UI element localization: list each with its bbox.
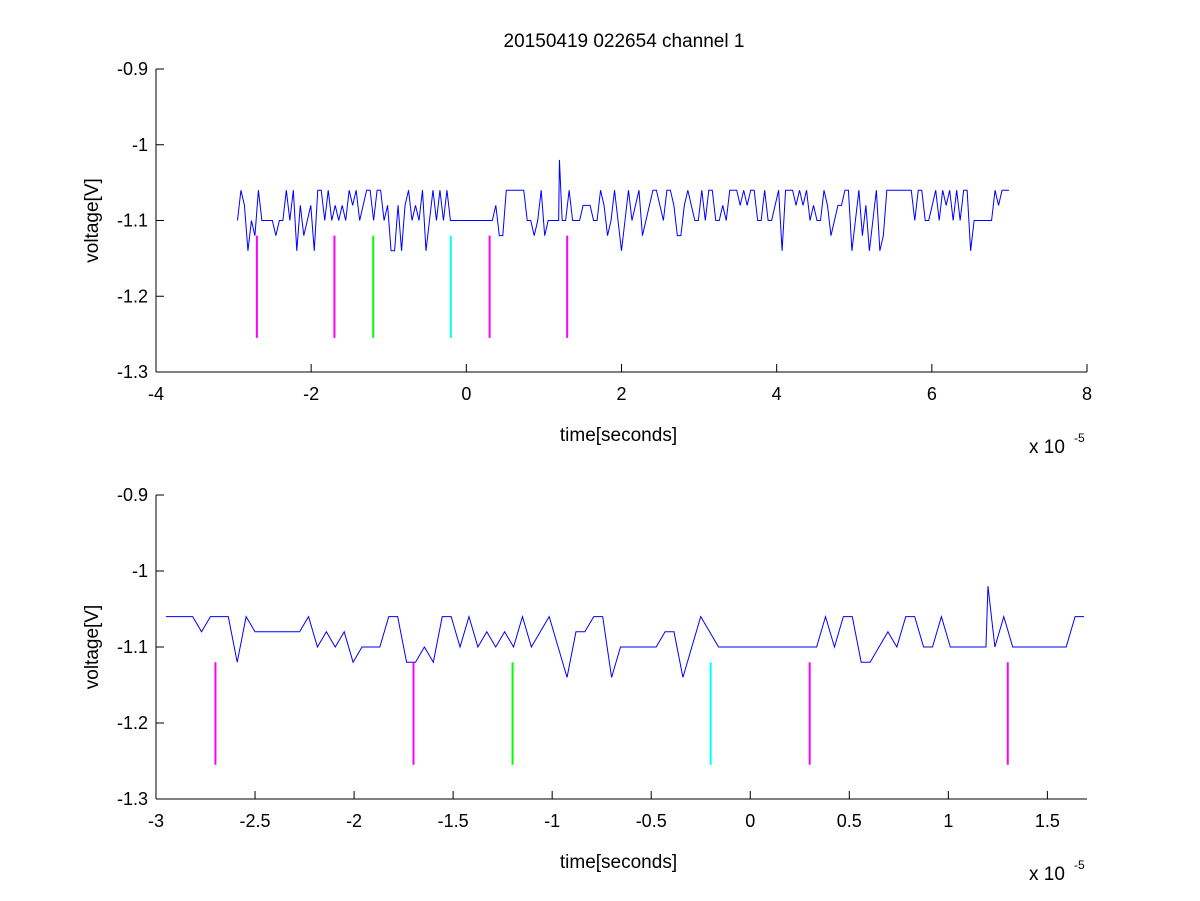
y-axis-label: voltage[V] [82, 178, 103, 263]
x-tick-label: 0 [745, 811, 755, 831]
y-tick-label: -0.9 [117, 59, 148, 79]
x-tick-label: -2 [303, 384, 319, 404]
x-tick-label: 1 [943, 811, 953, 831]
figure-title: 20150419 022654 channel 1 [504, 31, 745, 52]
voltage-series-line [236, 159, 1010, 252]
x-tick-label: -0.5 [636, 811, 667, 831]
y-tick-label: -1.1 [117, 637, 148, 657]
x-tick-label: 0.5 [837, 811, 862, 831]
x-tick-label: 2 [616, 384, 626, 404]
x-tick-label: -3 [148, 811, 164, 831]
x-tick-label: -1 [544, 811, 560, 831]
x-tick-label: 1.5 [1035, 811, 1060, 831]
y-tick-label: -1.3 [117, 362, 148, 382]
x-tick-label: 8 [1082, 384, 1092, 404]
x-exponent-label: x 10 [1029, 437, 1065, 458]
y-tick-label: -1.2 [117, 713, 148, 733]
y-tick-label: -1.1 [117, 211, 148, 231]
bottom-plot: -0.9 -1 -1.1 -1.2 -1.3-3 -2.5 -2 -1.5 -1 -0.5 0 0.5… [82, 485, 1087, 885]
x-tick-label: -1.5 [438, 811, 469, 831]
y-tick-label: -0.9 [117, 485, 148, 505]
voltage-series-line [165, 586, 1085, 678]
y-axis-label: voltage[V] [82, 605, 103, 690]
x-tick-label: -4 [148, 384, 164, 404]
y-tick-label: -1 [132, 135, 148, 155]
x-tick-label: 4 [772, 384, 782, 404]
x-axis-label: time[seconds] [560, 852, 677, 873]
y-tick-label: -1 [132, 561, 148, 581]
x-exponent-label: x 10 [1029, 864, 1065, 885]
x-tick-label: -2.5 [240, 811, 271, 831]
x-exponent-power: -5 [1074, 858, 1085, 872]
x-exponent-power: -5 [1074, 431, 1085, 445]
top-plot: -0.9 -1 -1.1 -1.2 -1.3-4 -2 0 2 4 6 8 time[seconds]… [82, 59, 1092, 458]
x-tick-label: 6 [927, 384, 937, 404]
x-tick-label: 0 [461, 384, 471, 404]
x-axis-label: time[seconds] [560, 425, 677, 446]
y-tick-label: -1.2 [117, 286, 148, 306]
y-tick-label: -1.3 [117, 789, 148, 809]
x-tick-label: -2 [346, 811, 362, 831]
